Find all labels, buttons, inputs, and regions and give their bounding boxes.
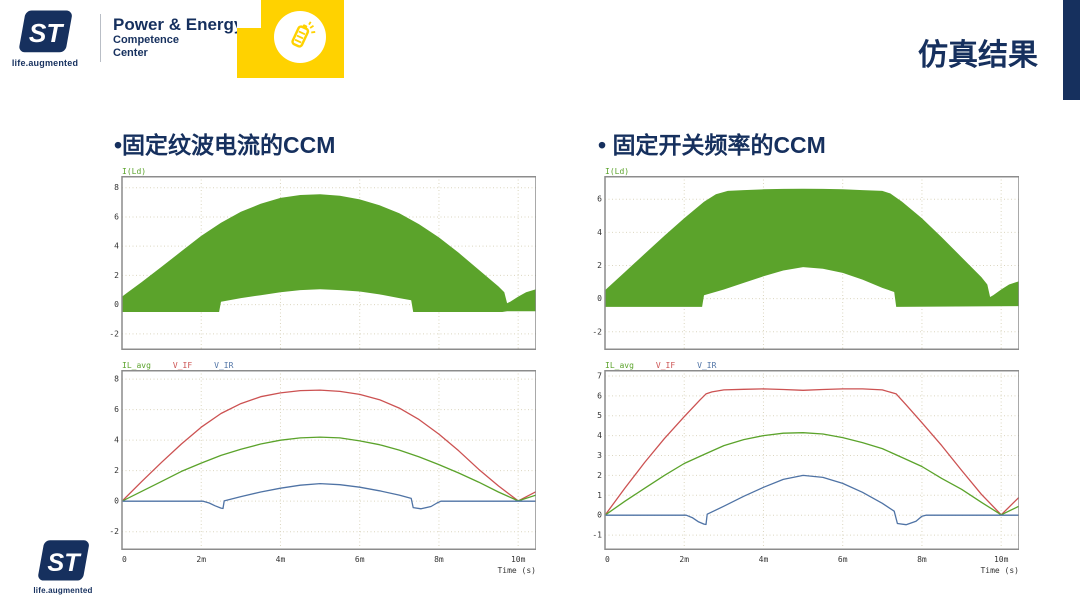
chart-label-row: I(Ld) bbox=[106, 164, 536, 176]
legend-item-I(Ld): I(Ld) bbox=[605, 167, 630, 176]
svg-text:0: 0 bbox=[597, 294, 602, 303]
svg-text:4: 4 bbox=[597, 431, 602, 440]
footer-st-logo: ST bbox=[33, 538, 93, 584]
chart-block-right-bottom: IL_avg V_IF V_IR 7 6 5 4 3 2 1 0 -1 0 2m 4m 6m 8m 10m Tim… bbox=[589, 358, 1019, 577]
svg-text:8: 8 bbox=[114, 183, 119, 192]
svg-text:0: 0 bbox=[605, 555, 610, 564]
legend-item-IL_avg: IL_avg bbox=[122, 361, 151, 370]
org-name: Power & Energy Competence Center bbox=[113, 15, 243, 60]
svg-text:8: 8 bbox=[114, 375, 119, 384]
svg-text:7: 7 bbox=[597, 371, 602, 380]
battery-glyph bbox=[291, 21, 316, 48]
svg-text:6: 6 bbox=[597, 391, 602, 400]
svg-text:ST: ST bbox=[29, 18, 64, 48]
avg-current-voltage-plot-fixed-frequency: 7 6 5 4 3 2 1 0 -1 0 2m 4m 6m 8m 10m Time (s) bbox=[589, 370, 1019, 577]
header-divider bbox=[100, 14, 101, 62]
inductor-current-plot-fixed-frequency: 6 4 2 0 -2 bbox=[589, 176, 1019, 350]
svg-text:4m: 4m bbox=[759, 555, 769, 564]
org-line1: Power & Energy bbox=[113, 15, 244, 34]
svg-text:Time (s): Time (s) bbox=[497, 566, 536, 575]
svg-text:1: 1 bbox=[597, 491, 602, 500]
page-title: 仿真结果 bbox=[918, 39, 1038, 72]
svg-text:8m: 8m bbox=[434, 555, 444, 564]
legend-item-V_IR: V_IR bbox=[214, 361, 234, 370]
footer-tagline: life.augmented bbox=[33, 586, 93, 595]
svg-text:ST: ST bbox=[47, 549, 82, 577]
svg-text:0: 0 bbox=[114, 497, 119, 506]
svg-text:6m: 6m bbox=[838, 555, 848, 564]
svg-text:5: 5 bbox=[597, 411, 602, 420]
brand-tagline: life.augmented bbox=[11, 58, 79, 68]
svg-text:2: 2 bbox=[597, 261, 602, 270]
svg-text:-2: -2 bbox=[109, 329, 119, 338]
svg-text:2: 2 bbox=[597, 471, 602, 480]
svg-text:3: 3 bbox=[597, 451, 602, 460]
svg-text:6: 6 bbox=[114, 405, 119, 414]
org-line2: Competence bbox=[113, 34, 180, 46]
svg-text:4: 4 bbox=[597, 228, 602, 237]
svg-text:4: 4 bbox=[114, 436, 119, 445]
svg-text:-2: -2 bbox=[592, 327, 602, 336]
svg-text:4: 4 bbox=[114, 242, 119, 251]
svg-text:2: 2 bbox=[114, 466, 119, 475]
legend-item-V_IF: V_IF bbox=[655, 361, 676, 370]
svg-text:10m: 10m bbox=[511, 555, 526, 564]
competence-badge bbox=[237, 0, 344, 78]
svg-text:2: 2 bbox=[114, 271, 119, 280]
svg-text:0: 0 bbox=[122, 555, 127, 564]
legend-item-V_IR: V_IR bbox=[697, 361, 717, 370]
inductor-current-plot-fixed-ripple: 8 6 4 2 0 -2 bbox=[106, 176, 536, 350]
chart-block-right-top: I(Ld) 6 4 2 0 -2 bbox=[589, 164, 1019, 350]
badge-notch bbox=[237, 0, 261, 28]
org-line3: Center bbox=[113, 47, 148, 59]
battery-icon bbox=[274, 11, 326, 63]
title-accent-bar bbox=[1063, 0, 1080, 100]
svg-text:10m: 10m bbox=[994, 555, 1009, 564]
svg-text:6m: 6m bbox=[355, 555, 365, 564]
left-column-heading: •固定纹波电流的CCM bbox=[114, 132, 336, 158]
legend-item-V_IF: V_IF bbox=[172, 361, 193, 370]
st-logo-icon: ST bbox=[19, 10, 72, 53]
svg-text:-1: -1 bbox=[592, 531, 602, 540]
svg-text:Time (s): Time (s) bbox=[980, 566, 1019, 575]
st-logo: ST bbox=[14, 8, 76, 56]
svg-text:4m: 4m bbox=[276, 555, 286, 564]
svg-text:6: 6 bbox=[114, 212, 119, 221]
svg-text:0: 0 bbox=[597, 511, 602, 520]
svg-text:6: 6 bbox=[597, 195, 602, 204]
right-column-heading: • 固定开关频率的CCM bbox=[598, 132, 826, 158]
svg-text:2m: 2m bbox=[679, 555, 689, 564]
chart-block-left-bottom: IL_avg V_IF V_IR 8 6 4 2 0 -2 0 2m 4m 6m 8m 10m Time (… bbox=[106, 358, 536, 577]
svg-text:8m: 8m bbox=[917, 555, 927, 564]
svg-text:2m: 2m bbox=[196, 555, 206, 564]
avg-current-voltage-plot-fixed-ripple: 8 6 4 2 0 -2 0 2m 4m 6m 8m 10m Time (s) bbox=[106, 370, 536, 577]
svg-text:-2: -2 bbox=[109, 527, 119, 536]
legend-item-IL_avg: IL_avg bbox=[605, 361, 634, 370]
legend-item-I(Ld): I(Ld) bbox=[122, 167, 147, 176]
footer-st-logo-icon: ST bbox=[38, 540, 89, 581]
chart-legend-row: IL_avg V_IF V_IR bbox=[106, 358, 536, 370]
chart-legend-row: IL_avg V_IF V_IR bbox=[589, 358, 1019, 370]
chart-label-row: I(Ld) bbox=[589, 164, 1019, 176]
svg-text:0: 0 bbox=[114, 300, 119, 309]
chart-block-left-top: I(Ld) 8 6 4 2 0 -2 bbox=[106, 164, 536, 350]
